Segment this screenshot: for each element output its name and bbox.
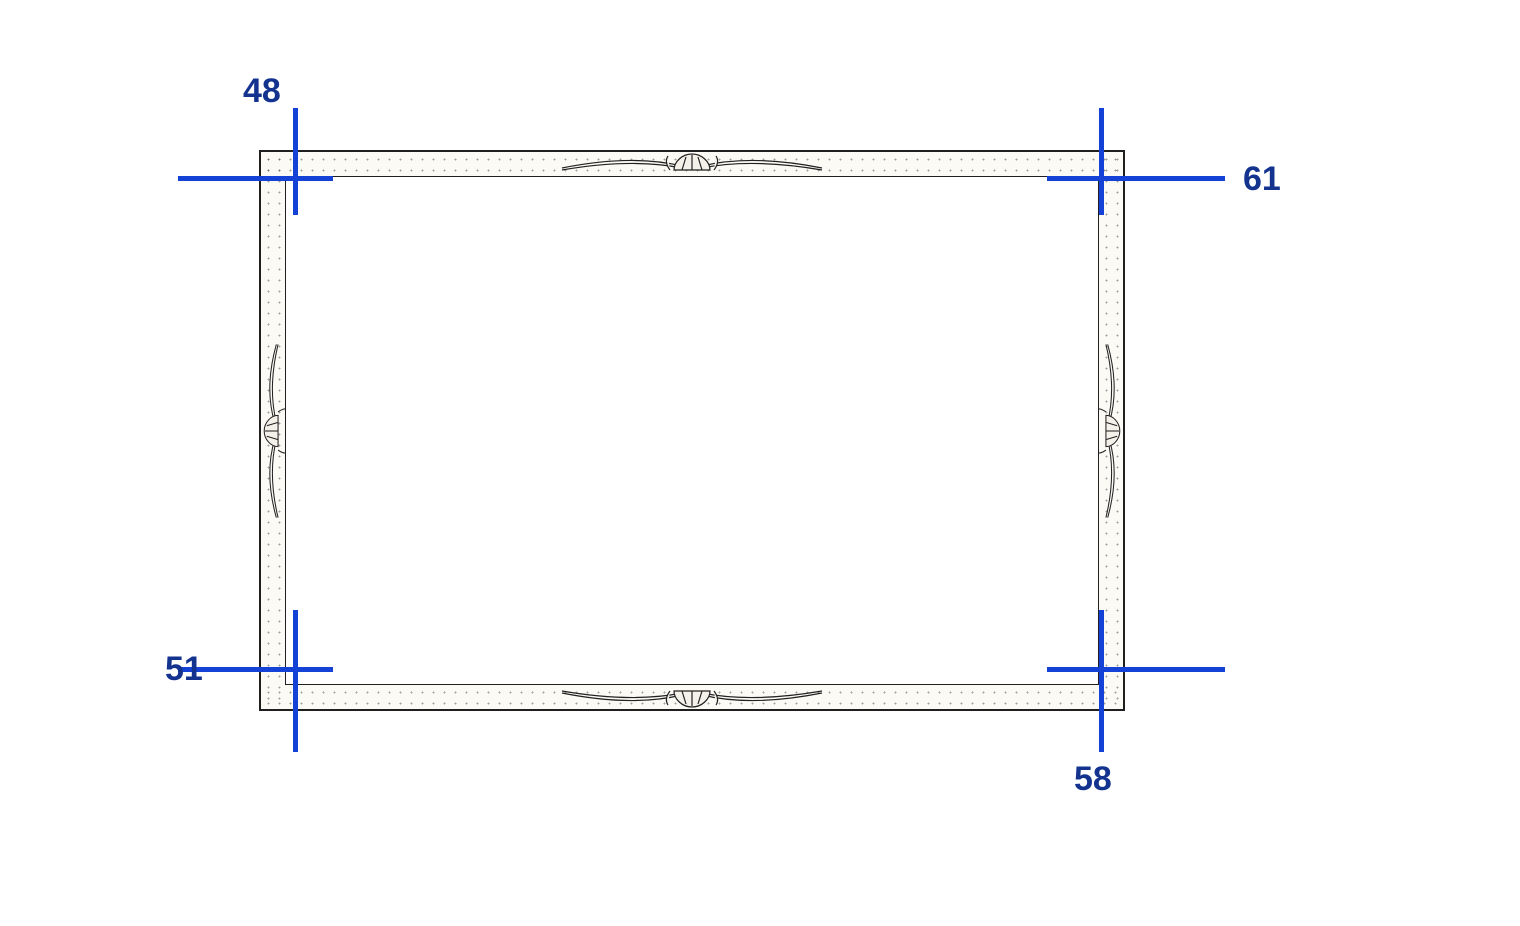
frame-ornament-right — [1099, 321, 1125, 541]
frame-ornament-top — [542, 150, 842, 176]
ornate-frame-inner — [285, 176, 1099, 685]
crosshair-br-horizontal — [1047, 667, 1225, 672]
diagram-stage: 48 61 51 58 — [0, 0, 1520, 926]
label-top-right: 61 — [1243, 160, 1281, 199]
label-bottom-right: 58 — [1074, 760, 1112, 799]
frame-ornament-bottom — [542, 685, 842, 711]
crosshair-tl-horizontal — [178, 176, 333, 181]
label-bottom-left: 51 — [165, 650, 203, 689]
crosshair-tl-vertical — [293, 108, 298, 215]
frame-ornament-left — [259, 321, 285, 541]
crosshair-br-vertical — [1099, 610, 1104, 752]
crosshair-tr-horizontal — [1047, 176, 1225, 181]
crosshair-tr-vertical — [1099, 108, 1104, 215]
crosshair-bl-vertical — [293, 610, 298, 752]
label-top-left: 48 — [243, 72, 281, 111]
